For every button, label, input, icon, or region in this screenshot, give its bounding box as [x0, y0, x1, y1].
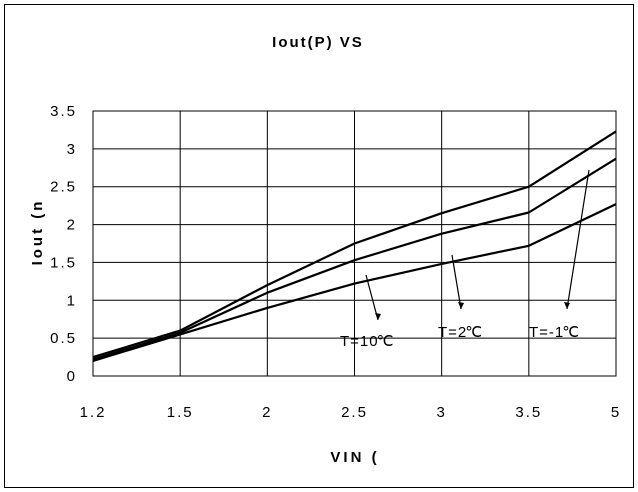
x-tick-label: 1.2 [80, 404, 107, 421]
y-tick-label: 1.5 [50, 254, 77, 271]
y-tick-label: 3.5 [50, 103, 77, 120]
y-tick-label: 0 [67, 368, 77, 385]
annotation-arrowhead [564, 302, 570, 309]
annotation-leader [451, 254, 462, 310]
y-tick-label: 0.5 [50, 330, 77, 347]
y-tick-label: 3 [67, 141, 77, 158]
x-tick-label: 2.5 [341, 404, 368, 421]
annotation-degree: ℃ [465, 324, 483, 341]
annotation-leader [566, 169, 590, 310]
x-tick-label: 1.5 [167, 404, 194, 421]
x-axis-label: VIN ( [330, 449, 379, 466]
x-tick-label: 5 [611, 404, 621, 421]
y-tick-label: 1 [67, 292, 77, 309]
x-tick-label: 3.5 [515, 404, 542, 421]
x-tick-labels: 1.2 1.5 2 2.5 3 3.5 5 [80, 404, 621, 421]
grid [92, 110, 617, 377]
annotation-degree: ℃ [377, 333, 395, 350]
x-tick-label: 2 [262, 404, 272, 421]
annotation-arrowhead [375, 313, 381, 320]
chart-title: Iout(P) VS [272, 34, 364, 51]
y-tick-label: 2.5 [50, 179, 77, 196]
annotation-label: T=10 [340, 333, 379, 350]
y-tick-label: 2 [67, 217, 77, 234]
y-tick-labels: 0 0.5 1 1.5 2 2.5 3 3.5 [50, 103, 77, 385]
x-tick-label: 3 [436, 404, 446, 421]
annotation-label: T=-1 [529, 324, 564, 341]
annotation-leader [365, 274, 379, 321]
series-group [92, 130, 617, 362]
annotation-degree: ℃ [562, 324, 580, 341]
y-axis-label: Iout (n [29, 199, 46, 266]
annotations: T=10℃T=2℃ T=-1℃ [340, 169, 590, 350]
annotation-label: T=2 [438, 324, 467, 341]
series-line [92, 130, 617, 359]
annotation-arrowhead [458, 302, 464, 309]
series-line [92, 157, 617, 361]
series-line [92, 203, 617, 362]
